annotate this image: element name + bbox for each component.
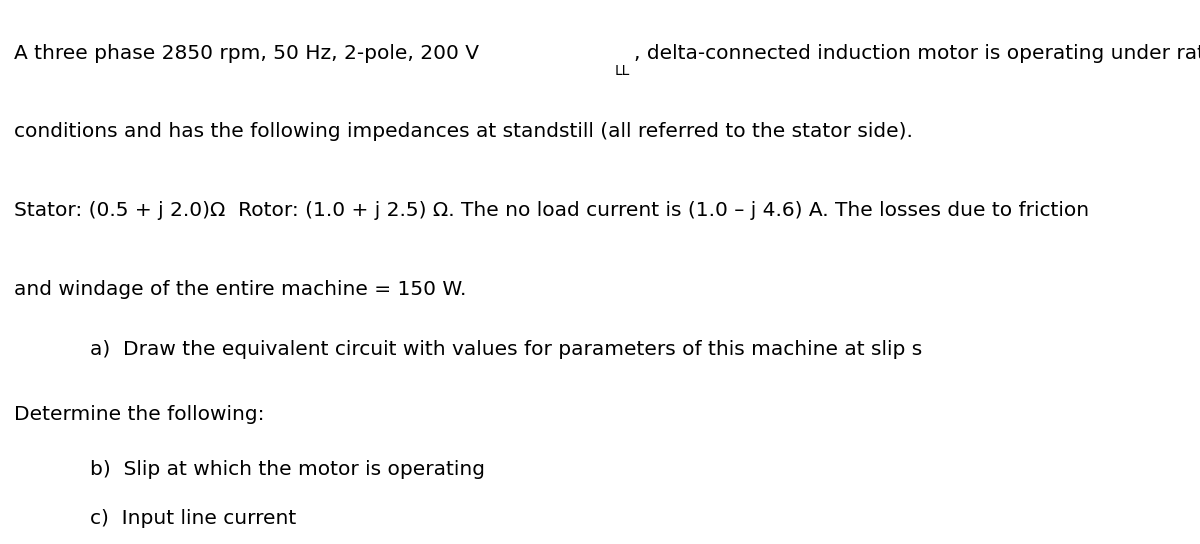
Text: b)  Slip at which the motor is operating: b) Slip at which the motor is operating (90, 460, 485, 479)
Text: a)  Draw the equivalent circuit with values for parameters of this machine at sl: a) Draw the equivalent circuit with valu… (90, 340, 923, 359)
Text: Determine the following:: Determine the following: (14, 405, 265, 424)
Text: c)  Input line current: c) Input line current (90, 509, 296, 528)
Text: Stator: (0.5 + j 2.0)Ω  Rotor: (1.0 + j 2.5) Ω. The no load current is (1.0 – j : Stator: (0.5 + j 2.0)Ω Rotor: (1.0 + j 2… (14, 201, 1090, 220)
Text: A three phase 2850 rpm, 50 Hz, 2-pole, 200 V: A three phase 2850 rpm, 50 Hz, 2-pole, 2… (14, 44, 480, 63)
Text: LL: LL (614, 64, 630, 78)
Text: conditions and has the following impedances at standstill (all referred to the s: conditions and has the following impedan… (14, 122, 913, 141)
Text: , delta-connected induction motor is operating under rated: , delta-connected induction motor is ope… (634, 44, 1200, 63)
Text: and windage of the entire machine = 150 W.: and windage of the entire machine = 150 … (14, 280, 467, 299)
